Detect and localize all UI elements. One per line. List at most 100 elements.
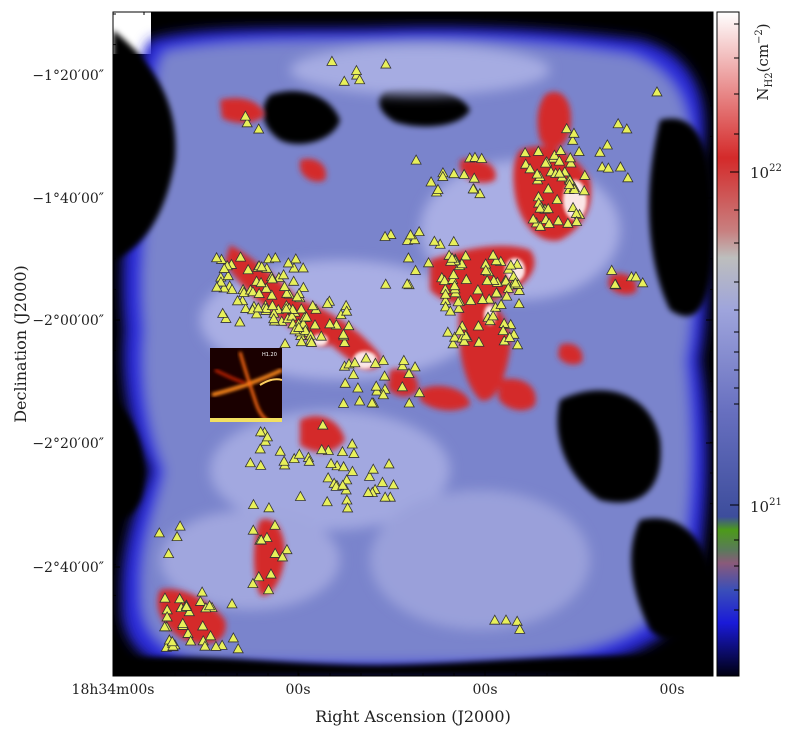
source-marker (339, 377, 351, 388)
source-marker (341, 474, 353, 485)
source-marker (291, 290, 303, 302)
source-marker (288, 262, 300, 273)
source-marker (353, 395, 366, 406)
source-marker (487, 249, 499, 260)
source-marker (596, 161, 608, 172)
map-plot-area: H1.20 (113, 12, 713, 676)
source-marker (266, 273, 278, 284)
y-axis: −1°20′00″ −1°40′00″ −2°00′00″ −2°20′00″ −2°4… (32, 13, 713, 658)
y-axis-title: Declination (J2000) (11, 265, 30, 423)
source-marker (262, 583, 275, 595)
source-marker (448, 331, 461, 342)
source-marker (293, 448, 306, 459)
source-marker (254, 426, 267, 437)
x-axis-title: Right Ascension (J2000) (315, 707, 511, 726)
source-marker (180, 600, 193, 611)
colorbar-label-close: ) (754, 23, 772, 29)
source-marker (448, 235, 460, 247)
source-marker (578, 184, 590, 196)
source-marker (255, 276, 267, 288)
source-marker (305, 336, 318, 347)
source-marker (573, 145, 585, 156)
colorbar-label-sub: H2 (764, 72, 775, 87)
source-marker (520, 158, 532, 169)
x-tick-label: 00s (473, 682, 498, 698)
source-marker (276, 551, 289, 562)
source-marker (234, 316, 246, 327)
source-marker (539, 157, 552, 168)
source-marker (232, 643, 244, 654)
source-marker (277, 268, 290, 280)
source-marker (513, 284, 525, 295)
source-marker (553, 167, 566, 178)
source-marker (269, 252, 282, 263)
source-marker (366, 397, 378, 408)
source-marker (182, 627, 194, 638)
source-marker (253, 287, 265, 298)
source-marker (218, 262, 230, 273)
source-marker (263, 502, 275, 513)
source-marker (396, 359, 409, 371)
source-marker (555, 144, 567, 155)
source-marker (184, 635, 197, 646)
source-marker (322, 472, 334, 483)
source-marker (469, 151, 481, 162)
source-marker (297, 281, 310, 292)
source-marker (239, 302, 252, 313)
source-marker (413, 386, 426, 398)
source-marker (480, 264, 492, 275)
source-marker (447, 268, 460, 279)
source-marker (448, 167, 460, 179)
source-marker (281, 543, 293, 555)
source-marker (467, 183, 479, 194)
colorbar: NH2(cm−2) 1022 1021 (716, 11, 782, 677)
source-marker (454, 324, 466, 336)
source-marker (514, 623, 526, 634)
source-marker (360, 352, 372, 363)
source-marker (542, 202, 554, 214)
colorbar-ticks (730, 23, 739, 611)
colorbar-label: NH2(cm−2) (754, 23, 775, 100)
source-marker (497, 324, 509, 336)
source-marker (439, 301, 452, 312)
source-marker (244, 456, 257, 468)
source-marker (487, 310, 499, 321)
source-marker (338, 336, 351, 347)
source-marker (280, 303, 292, 314)
source-marker (370, 380, 382, 391)
source-marker (353, 73, 366, 85)
source-marker (438, 274, 451, 285)
source-marker (560, 122, 573, 134)
source-marker (481, 274, 493, 286)
source-marker (261, 431, 274, 442)
source-marker (343, 319, 355, 331)
source-marker (501, 290, 513, 301)
source-marker (403, 367, 415, 378)
source-marker (204, 630, 217, 641)
source-marker (409, 264, 422, 275)
source-marker (594, 146, 606, 157)
source-marker (614, 161, 627, 172)
source-marker (309, 319, 321, 330)
source-marker (194, 595, 207, 606)
source-marker (253, 123, 265, 134)
source-marker (379, 491, 391, 502)
source-marker (475, 152, 488, 163)
colorbar-label-unit: (cm (754, 44, 772, 72)
source-marker (255, 534, 267, 545)
source-marker (609, 278, 621, 289)
source-marker (459, 250, 472, 261)
source-marker (385, 228, 397, 239)
source-marker (534, 220, 546, 231)
source-marker (321, 495, 333, 507)
source-marker (513, 297, 525, 309)
source-marker (211, 281, 223, 292)
source-marker (543, 217, 555, 228)
source-marker (453, 302, 465, 313)
source-marker (602, 162, 615, 173)
source-marker (159, 592, 171, 603)
source-marker (404, 229, 417, 240)
source-marker (340, 305, 353, 316)
source-marker (551, 193, 563, 205)
